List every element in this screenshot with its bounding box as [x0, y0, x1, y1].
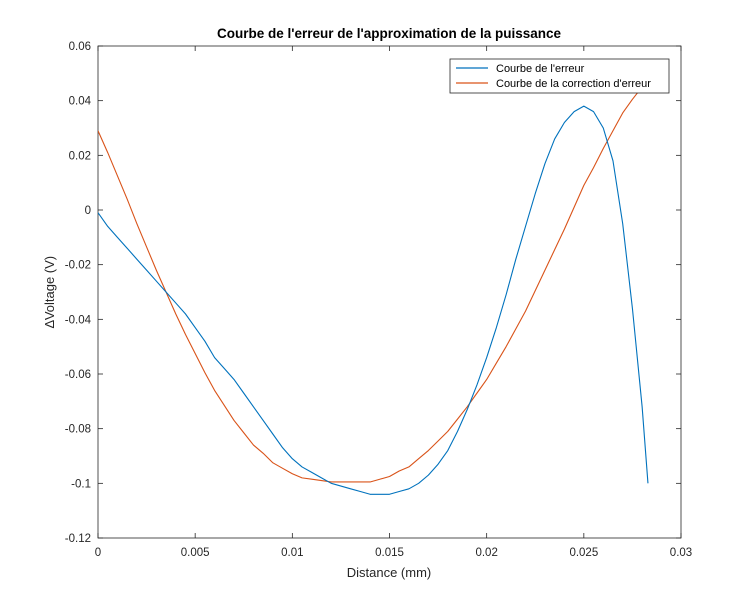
y-tick-label: 0.04: [69, 96, 92, 108]
y-tick-label: 0.06: [69, 41, 91, 53]
series-line-correction: [98, 77, 649, 483]
y-tick-label: -0.06: [65, 369, 91, 381]
legend-box: [449, 58, 670, 94]
y-tick-label: -0.04: [65, 314, 92, 326]
x-tick-label: 0: [95, 547, 101, 559]
legend-label-erreur: Courbe de l'erreur: [496, 63, 585, 75]
chart-title: Courbe de l'erreur de l'approximation de…: [217, 26, 562, 41]
y-tick-label: -0.1: [71, 478, 91, 490]
y-tick-label: -0.12: [65, 533, 91, 545]
y-axis-label: ∆Voltage (V): [42, 256, 57, 328]
x-tick-label: 0.025: [569, 547, 598, 559]
series-layer: [98, 77, 649, 495]
series-line-erreur: [98, 105, 649, 495]
x-tick-label: 0.03: [670, 547, 692, 559]
x-axis-label: Distance (mm): [347, 565, 432, 580]
ticks-layer: 0 0.005 0.01 0.015 0.02 0.025 0.03 -0.12 -0.1 -0.…: [65, 41, 692, 559]
y-tick-label: 0: [85, 205, 91, 217]
legend-label-correction: Courbe de la correction d'erreur: [496, 78, 651, 90]
plot-area: 0 0.005 0.01 0.015 0.02 0.025 0.03 -0.12 -0.1 -0.…: [65, 41, 692, 559]
x-tick-label: 0.02: [475, 547, 497, 559]
plot-frame: [97, 45, 682, 539]
legend: Courbe de l'erreur Courbe de la correcti…: [449, 58, 670, 94]
y-tick-label: 0.02: [69, 150, 91, 162]
x-tick-label: 0.015: [375, 547, 404, 559]
x-tick-label: 0.01: [281, 547, 303, 559]
y-tick-label: -0.08: [65, 424, 91, 436]
y-tick-label: -0.02: [65, 260, 91, 272]
x-tick-label: 0.005: [181, 547, 210, 559]
